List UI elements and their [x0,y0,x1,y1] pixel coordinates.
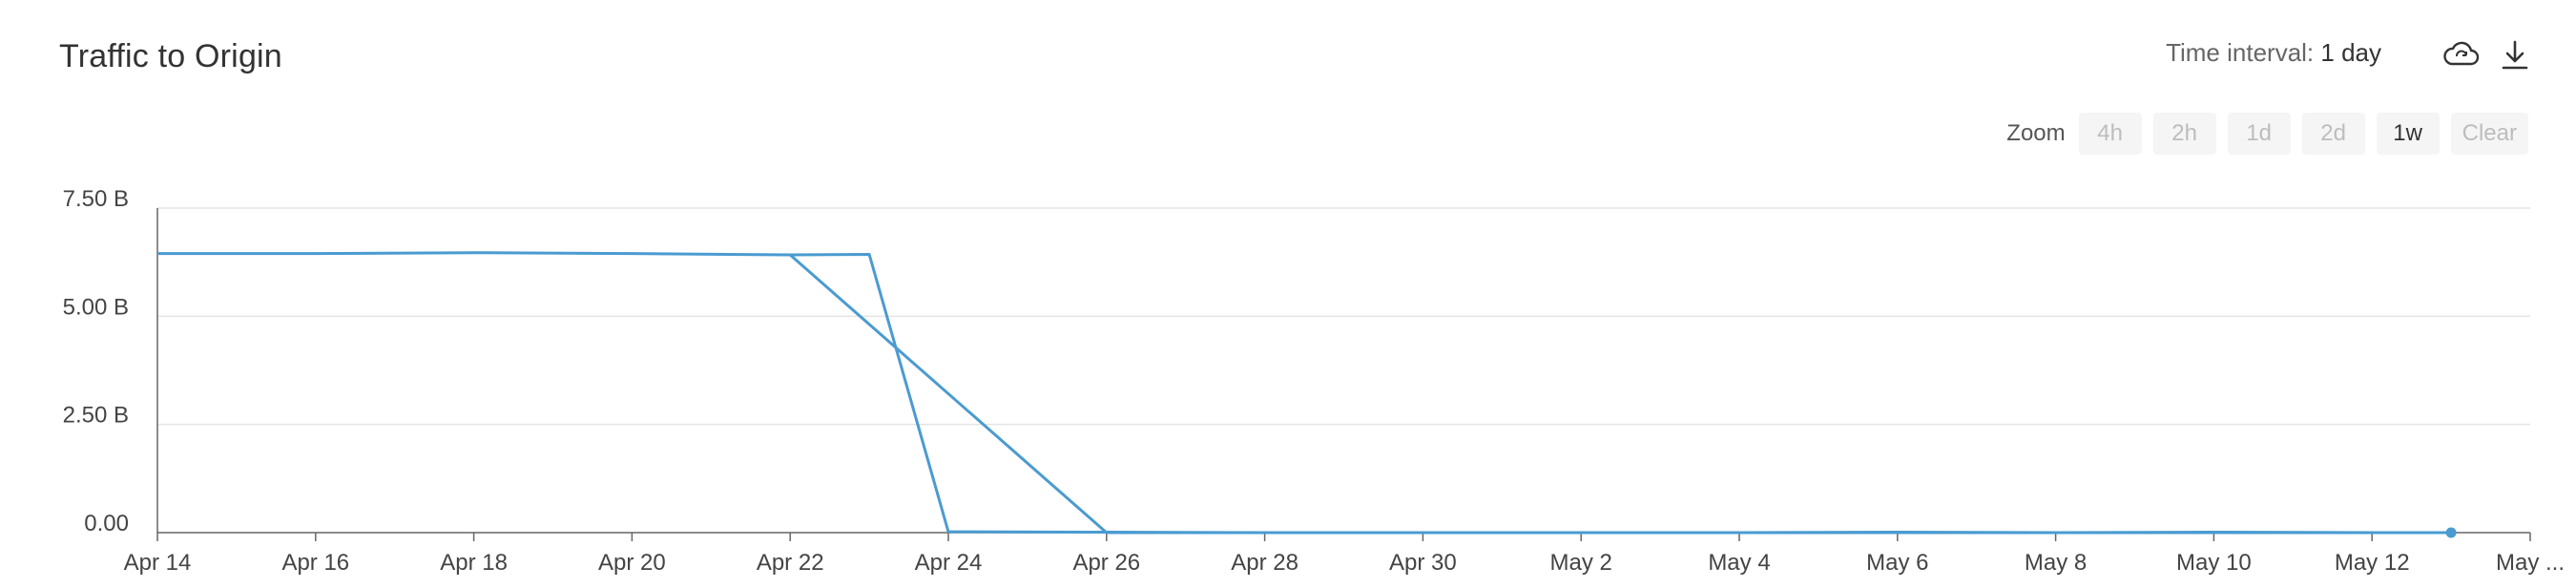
chart-title: Traffic to Origin [59,38,282,74]
x-tick-label: May 4 [1708,550,1770,576]
y-tick-label: 7.50 B [63,186,129,212]
time-interval-value: 1 day [2320,38,2381,67]
y-tick-label: 0.00 [84,511,129,536]
zoom-clear-button[interactable]: Clear [2450,113,2528,155]
x-tick-label: Apr 16 [281,550,349,576]
zoom-4h-button[interactable]: 4h [2078,113,2142,155]
x-tick-label: Apr 18 [440,550,508,576]
x-tick-label: May 6 [1866,550,1928,576]
time-interval-label: Time interval: [2166,38,2315,67]
x-tick-label: Apr 22 [757,550,824,576]
y-tick-label: 5.00 B [63,294,129,320]
x-tick-label: May 2 [1550,550,1612,576]
zoom-1w-button[interactable]: 1w [2376,113,2440,155]
zoom-label: Zoom [2006,120,2066,146]
series-line-1 [157,251,2452,535]
x-tick-label: Apr 28 [1231,550,1298,576]
x-tick-label: Apr 20 [598,550,666,576]
last-point-marker [2445,527,2457,538]
x-tick-label: May 10 [2176,550,2252,576]
y-tick-label: 2.50 B [63,403,129,429]
series-line-2 [789,253,2452,535]
x-tick-label: Apr 24 [915,550,983,576]
x-tick-label: Apr 30 [1389,550,1457,576]
x-tick-label: May 12 [2335,550,2410,576]
x-tick-label: Apr 14 [124,550,192,576]
zoom-2h-button[interactable]: 2h [2152,113,2216,155]
x-tick-label: May ... [2496,550,2565,576]
time-interval: Time interval: 1 day [2166,38,2381,68]
zoom-1d-button[interactable]: 1d [2227,113,2291,155]
x-tick-label: May 8 [2025,550,2087,576]
cloud-refresh-icon[interactable] [2441,34,2483,76]
download-icon[interactable] [2494,34,2536,76]
x-tick-label: Apr 26 [1072,550,1140,576]
zoom-2d-button[interactable]: 2d [2301,113,2365,155]
zoom-controls: Zoom 4h 2h 1d 2d 1w Clear [2006,113,2528,155]
